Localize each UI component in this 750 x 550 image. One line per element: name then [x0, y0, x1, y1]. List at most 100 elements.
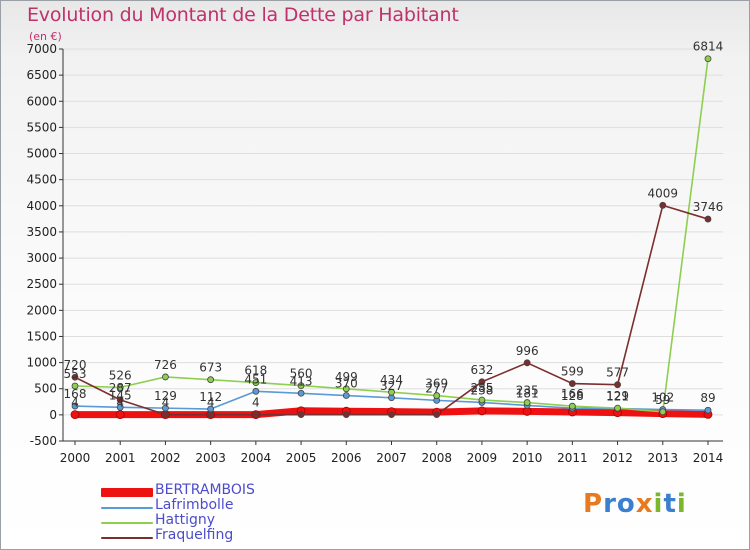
- data-label: 6814: [693, 40, 724, 54]
- y-tick-label: -500: [30, 434, 57, 448]
- x-tick-label: 2004: [241, 451, 272, 465]
- data-point-fraquelfing: [478, 378, 486, 386]
- data-label: 370: [335, 377, 358, 391]
- y-tick-label: 3500: [26, 225, 57, 239]
- y-tick-label: 5000: [26, 147, 57, 161]
- x-tick-label: 2007: [376, 451, 407, 465]
- data-label: 3746: [693, 200, 724, 214]
- data-point-lafrimbolle: [162, 404, 169, 412]
- data-label: 553: [64, 367, 87, 381]
- data-point-hattigny: [704, 55, 712, 63]
- data-label: 166: [561, 387, 584, 401]
- data-label: 145: [109, 388, 132, 402]
- data-label: 59: [655, 393, 670, 407]
- data-point-hattigny: [388, 388, 395, 396]
- data-point-hattigny: [116, 383, 124, 391]
- data-point-hattigny: [252, 379, 260, 386]
- legend-swatch: [101, 507, 153, 509]
- legend-item-lafrimbolle: Lafrimbolle: [101, 497, 301, 515]
- y-tick-label: 4000: [26, 199, 57, 213]
- y-tick-label: 4500: [26, 173, 57, 187]
- data-point-hattigny: [478, 396, 486, 404]
- data-label: 632: [470, 363, 493, 377]
- y-tick-label: 1500: [26, 329, 57, 343]
- data-point-lafrimbolle: [71, 402, 79, 410]
- data-point-lafrimbolle: [252, 387, 260, 395]
- data-point-lafrimbolle: [704, 406, 712, 414]
- data-point-hattigny: [523, 399, 531, 406]
- y-tick-label: 7000: [26, 42, 57, 56]
- data-label: 181: [516, 386, 539, 400]
- data-point-hattigny: [614, 404, 621, 412]
- y-tick-label: 0: [49, 408, 57, 422]
- data-point-hattigny: [433, 392, 441, 399]
- data-point-fraquelfing: [207, 411, 215, 419]
- data-label: 499: [335, 370, 358, 384]
- data-label: 327: [380, 379, 403, 393]
- data-point-bertrambois: [115, 410, 125, 420]
- data-point-fraquelfing: [297, 411, 305, 419]
- data-label: 4: [207, 396, 215, 410]
- x-tick-label: 2013: [648, 451, 679, 465]
- data-point-fraquelfing: [704, 215, 712, 223]
- data-label: 434: [380, 373, 403, 387]
- data-label: 277: [425, 381, 448, 395]
- data-label: 413: [290, 374, 313, 388]
- legend-item-bertrambois: BERTRAMBOIS: [101, 482, 301, 500]
- data-point-lafrimbolle: [116, 403, 124, 411]
- y-tick-label: 2500: [26, 277, 57, 291]
- data-point-hattigny: [207, 376, 215, 384]
- data-label: 89: [700, 391, 715, 405]
- data-point-fraquelfing: [433, 411, 441, 419]
- data-label: 128: [561, 389, 584, 403]
- proxiti-logo: Proxiti: [583, 489, 687, 519]
- x-tick-label: 2010: [512, 451, 543, 465]
- chart-subtitle: (en €): [29, 30, 62, 43]
- legend-label: Lafrimbolle: [155, 497, 234, 513]
- x-tick-label: 2003: [195, 451, 226, 465]
- data-label: 129: [154, 389, 177, 403]
- legend-item-fraquelfing: Fraquelfing: [101, 527, 301, 545]
- chart-legend: BERTRAMBOIS Lafrimbolle Hattigny Fraquelfin…: [101, 482, 301, 545]
- data-point-fraquelfing: [659, 201, 667, 209]
- data-label: 560: [290, 367, 313, 381]
- data-point-fraquelfing: [252, 411, 260, 419]
- data-label: 673: [199, 361, 222, 375]
- data-point-hattigny: [342, 385, 350, 393]
- x-tick-label: 2014: [693, 451, 724, 465]
- x-tick-label: 2008: [421, 451, 452, 465]
- chart-title: Evolution du Montant de la Dette par Hab…: [27, 4, 459, 26]
- y-tick-label: 2000: [26, 303, 57, 317]
- data-label: 369: [425, 377, 448, 391]
- data-label: 4: [162, 396, 170, 410]
- legend-label: Fraquelfing: [155, 527, 234, 543]
- data-point-fraquelfing: [614, 381, 621, 389]
- data-label: 618: [244, 364, 267, 378]
- data-label: 4: [71, 396, 79, 410]
- data-point-fraquelfing: [342, 411, 350, 419]
- y-tick-label: 5500: [26, 120, 57, 134]
- y-tick-label: 6500: [26, 68, 57, 82]
- data-label: 285: [470, 381, 493, 395]
- x-tick-label: 2011: [557, 451, 588, 465]
- data-point-fraquelfing: [568, 380, 576, 387]
- data-point-bertrambois: [477, 406, 487, 416]
- data-label: 112: [199, 390, 222, 404]
- data-label: 4: [116, 396, 124, 410]
- legend-swatch: [101, 522, 153, 524]
- data-label: 577: [606, 366, 629, 380]
- data-label: 4: [252, 396, 260, 410]
- data-point-fraquelfing: [71, 373, 79, 381]
- data-label: 102: [651, 391, 674, 405]
- y-tick-label: 1000: [26, 356, 57, 370]
- legend-swatch: [101, 537, 153, 539]
- x-tick-label: 2009: [467, 451, 498, 465]
- legend-swatch: [101, 488, 153, 497]
- data-point-hattigny: [297, 382, 305, 389]
- y-tick-label: 6000: [26, 94, 57, 108]
- data-point-fraquelfing: [523, 359, 531, 367]
- x-tick-label: 2012: [602, 451, 633, 465]
- x-tick-label: 2001: [105, 451, 136, 465]
